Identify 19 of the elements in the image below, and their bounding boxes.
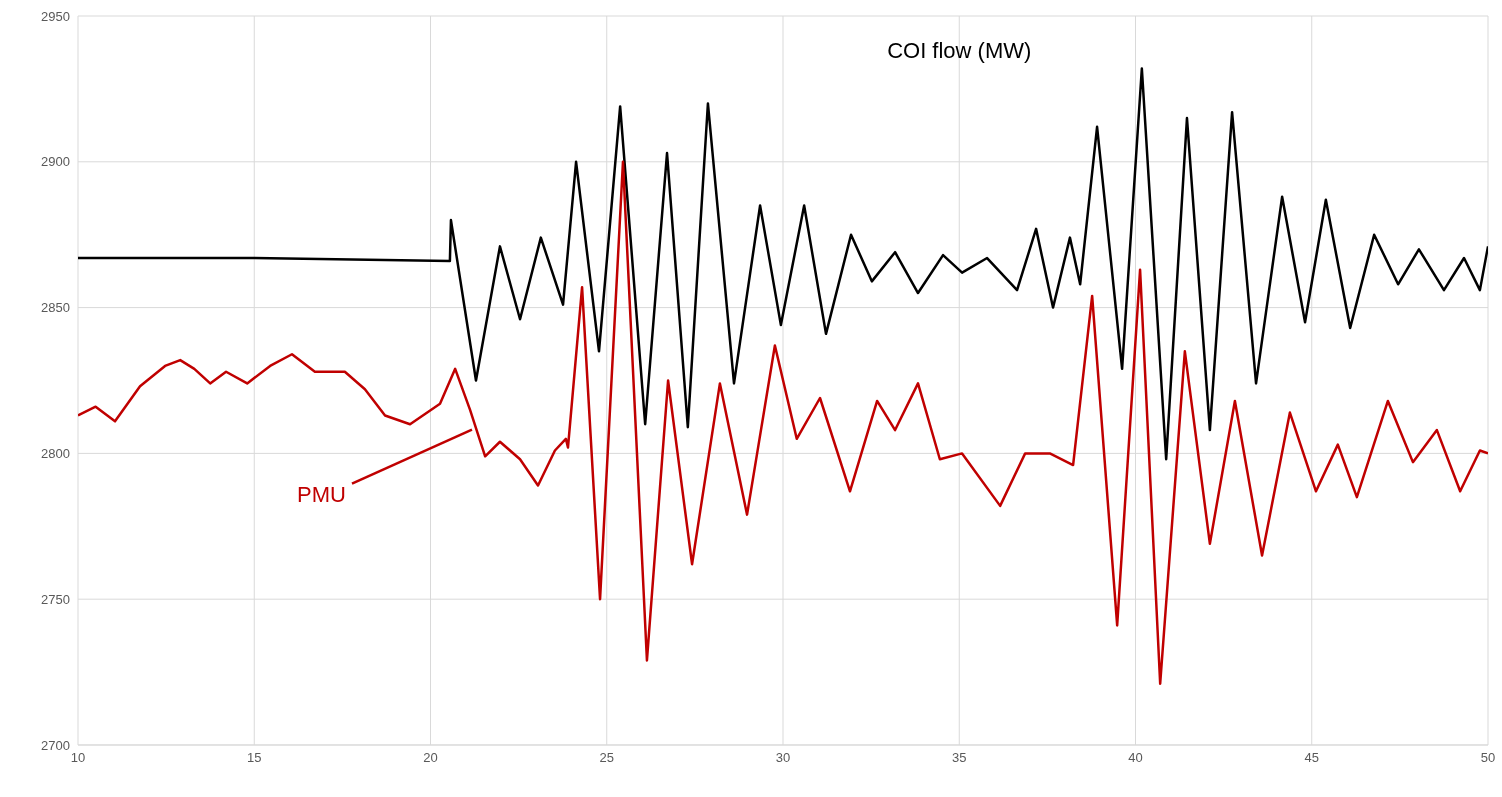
y-tick-label: 2850: [41, 300, 70, 316]
y-tick-label: 2900: [41, 154, 70, 170]
x-tick-label: 30: [775, 750, 791, 766]
x-tick-label: 20: [423, 750, 438, 766]
line-series: [78, 67, 1488, 461]
y-tick-label: 2800: [41, 446, 70, 462]
x-tick-label: 50: [1480, 750, 1496, 766]
x-tick-label: 40: [1128, 750, 1143, 766]
x-tick-label: 15: [247, 750, 262, 766]
y-tick-label: 2750: [41, 591, 70, 607]
x-tick-label: 35: [952, 750, 967, 766]
x-tick-label: 45: [1304, 750, 1319, 766]
text: COI flow (MW): [886, 38, 1033, 64]
y-tick-label: 2700: [41, 737, 70, 753]
x-tick-label: 25: [599, 750, 614, 766]
line-series: [78, 160, 1488, 686]
y-tick-label: 2950: [41, 8, 70, 24]
x-tick-label: 10: [70, 750, 86, 766]
text: PMU: [296, 481, 346, 508]
